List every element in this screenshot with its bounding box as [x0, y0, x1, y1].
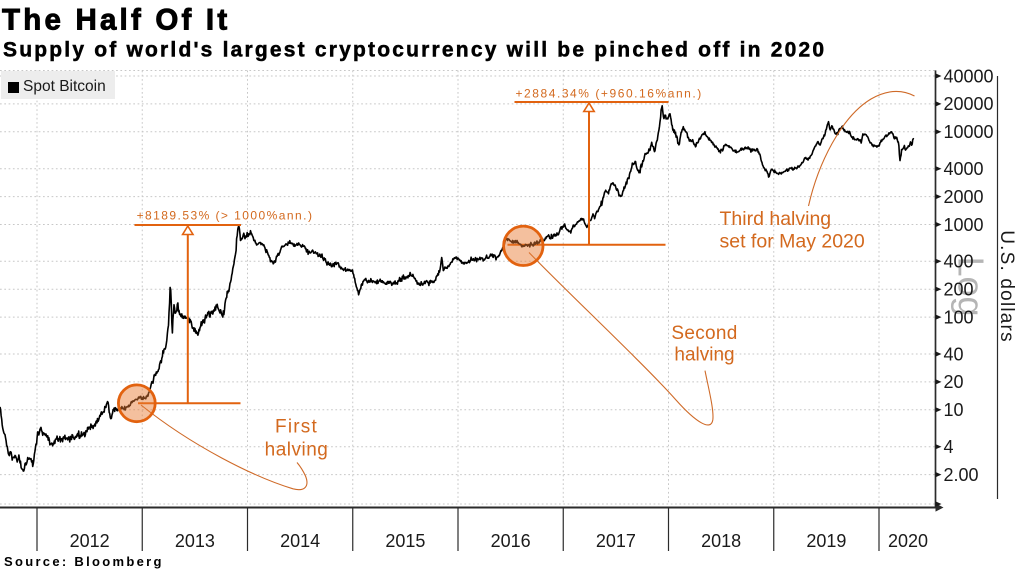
svg-text:Log: Log	[951, 256, 992, 316]
svg-text:40000: 40000	[944, 66, 994, 86]
svg-text:40: 40	[944, 344, 964, 364]
svg-text:First: First	[275, 417, 318, 438]
svg-text:halving: halving	[674, 345, 734, 366]
svg-text:4000: 4000	[944, 159, 984, 179]
svg-text:2019: 2019	[806, 531, 846, 551]
svg-text:halving: halving	[265, 440, 329, 461]
svg-text:+8189.53% (> 1000%ann.): +8189.53% (> 1000%ann.)	[137, 209, 314, 223]
svg-text:2020: 2020	[888, 531, 928, 551]
svg-text:set for May 2020: set for May 2020	[720, 231, 865, 253]
svg-text:2013: 2013	[175, 531, 215, 551]
svg-text:2015: 2015	[385, 531, 425, 551]
svg-text:Supply of world's largest cryp: Supply of world's largest cryptocurrency…	[3, 39, 826, 62]
svg-text:200: 200	[944, 280, 974, 300]
svg-text:2012: 2012	[70, 531, 110, 551]
svg-text:100: 100	[944, 307, 974, 327]
svg-text:U.S. dollars: U.S. dollars	[996, 230, 1017, 343]
svg-text:2018: 2018	[701, 531, 741, 551]
svg-text:+2884.34% (+960.16%ann.): +2884.34% (+960.16%ann.)	[516, 87, 703, 101]
svg-text:Second: Second	[671, 323, 737, 344]
svg-text:Spot Bitcoin: Spot Bitcoin	[23, 78, 106, 95]
svg-text:2017: 2017	[596, 531, 636, 551]
svg-text:2000: 2000	[944, 187, 984, 207]
svg-text:2.00: 2.00	[944, 465, 979, 485]
svg-text:20: 20	[944, 372, 964, 392]
svg-text:20000: 20000	[944, 94, 994, 114]
svg-text:400: 400	[944, 252, 974, 272]
svg-text:2014: 2014	[280, 531, 320, 551]
svg-text:2016: 2016	[491, 531, 531, 551]
svg-text:4: 4	[944, 437, 954, 457]
svg-text:Source: Bloomberg: Source: Bloomberg	[4, 554, 164, 569]
svg-text:10: 10	[944, 400, 964, 420]
svg-text:Third halving: Third halving	[720, 208, 832, 230]
svg-text:1000: 1000	[944, 215, 984, 235]
svg-text:The Half Of It: The Half Of It	[2, 4, 230, 37]
svg-text:10000: 10000	[944, 122, 994, 142]
